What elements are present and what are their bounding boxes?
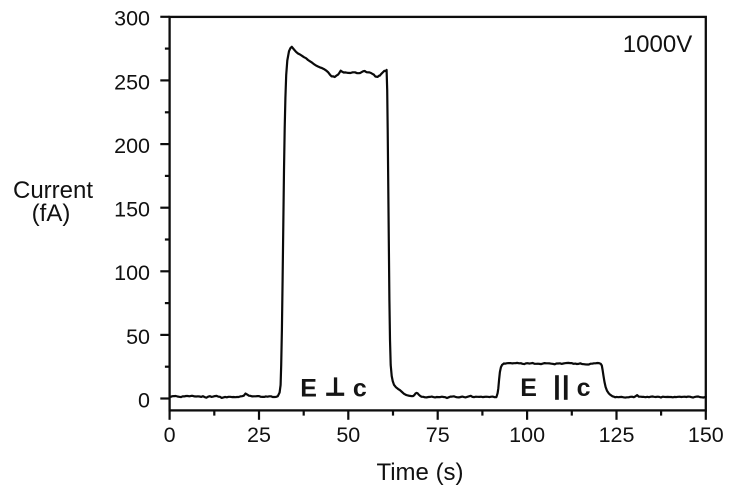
svg-text:25: 25: [247, 423, 271, 447]
svg-text:50: 50: [126, 325, 150, 349]
svg-text:125: 125: [599, 423, 635, 447]
svg-text:(fA): (fA): [32, 200, 71, 227]
svg-text:100: 100: [114, 261, 150, 285]
svg-text:c: c: [577, 374, 591, 402]
svg-text:1000V: 1000V: [623, 31, 692, 58]
svg-text:E: E: [300, 374, 317, 402]
svg-text:150: 150: [688, 423, 724, 447]
svg-text:0: 0: [138, 388, 150, 412]
svg-text:c: c: [353, 374, 367, 402]
svg-text:100: 100: [509, 423, 545, 447]
svg-text:Current: Current: [13, 177, 93, 204]
svg-text:0: 0: [164, 423, 176, 447]
svg-text:Time (s): Time (s): [376, 459, 463, 486]
svg-text:150: 150: [114, 198, 150, 222]
svg-text:E: E: [520, 374, 537, 402]
svg-text:300: 300: [114, 7, 150, 31]
svg-text:200: 200: [114, 134, 150, 158]
svg-text:250: 250: [114, 70, 150, 94]
svg-text:75: 75: [426, 423, 450, 447]
svg-text:50: 50: [336, 423, 360, 447]
